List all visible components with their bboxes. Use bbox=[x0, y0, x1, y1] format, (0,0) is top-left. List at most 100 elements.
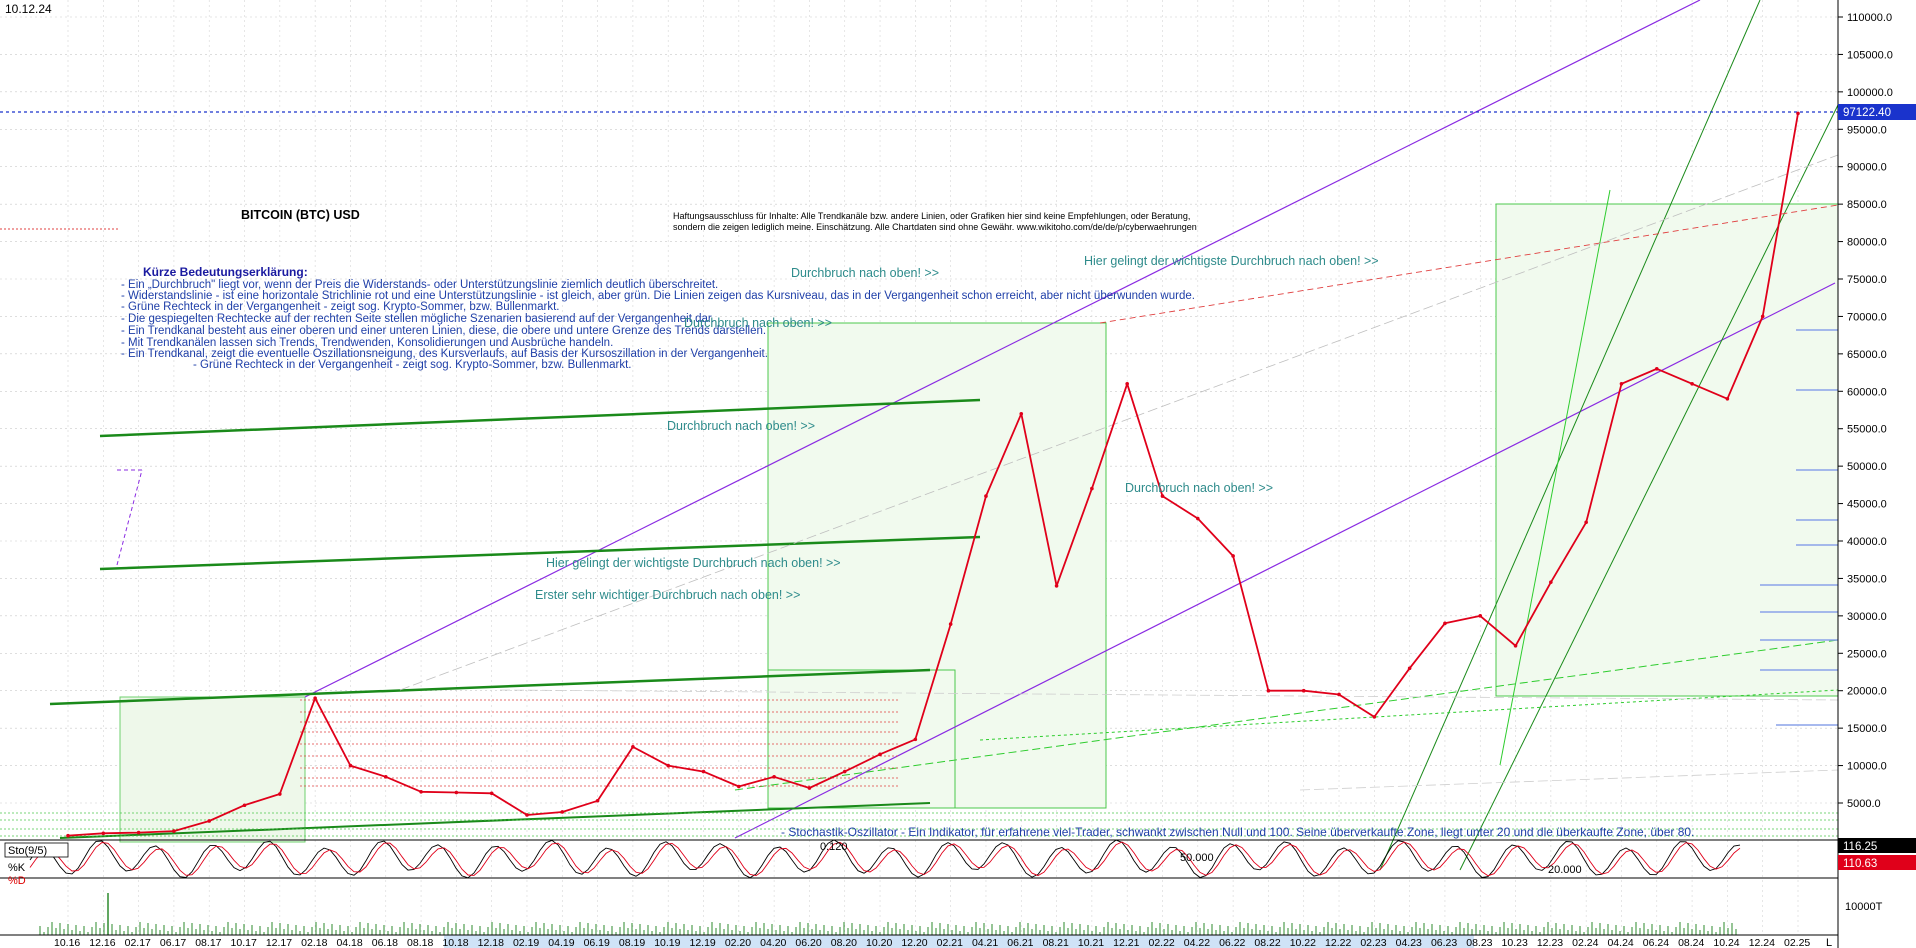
price-point bbox=[207, 819, 212, 823]
y-tick-label: 100000.0 bbox=[1847, 87, 1893, 99]
end-label: L bbox=[1826, 937, 1832, 948]
indicator-label-box bbox=[4, 842, 69, 858]
x-tick-label: 12.23 bbox=[1537, 937, 1563, 948]
breakout-annotation: Durchbruch nach oben! >> bbox=[1125, 481, 1273, 495]
price-point bbox=[242, 803, 247, 808]
legend-line: - Mit Trendkanälen lassen sich Trends, T… bbox=[121, 337, 613, 349]
x-tick-label: 06.21 bbox=[1007, 937, 1033, 948]
price-line bbox=[67, 113, 1799, 837]
x-tick-label: 10.23 bbox=[1502, 937, 1528, 948]
x-tick-label: 06.23 bbox=[1431, 937, 1457, 948]
price-point bbox=[1690, 382, 1694, 386]
price-point bbox=[1125, 382, 1129, 386]
x-tick-label: 04.22 bbox=[1184, 937, 1210, 948]
sto-inline-label: 20.000 bbox=[1548, 864, 1582, 876]
legend-heading: Kürze Bedeutungserklärung: bbox=[143, 265, 308, 279]
x-tick-label: 12.22 bbox=[1325, 937, 1351, 948]
x-tick-label: 10.19 bbox=[654, 937, 680, 948]
sto-marker: 110.63 bbox=[1843, 858, 1877, 870]
x-tick-label: 04.24 bbox=[1607, 937, 1633, 948]
x-tick-label: 04.20 bbox=[760, 937, 786, 948]
price-marker-box bbox=[1838, 104, 1916, 120]
x-tick-label: 02.19 bbox=[513, 937, 539, 948]
price-point bbox=[525, 813, 529, 817]
trend-channel-green bbox=[1379, 0, 1761, 871]
y-tick-label: 95000.0 bbox=[1847, 124, 1887, 136]
x-tick-label: 12.16 bbox=[89, 937, 115, 948]
trend-channel-lower bbox=[734, 282, 1836, 839]
trend-channel-green bbox=[1499, 189, 1611, 766]
x-tick-label: 06.22 bbox=[1219, 937, 1245, 948]
trend-line-dashed bbox=[734, 639, 1839, 791]
price-point bbox=[1337, 692, 1341, 697]
x-tick-label: 06.17 bbox=[160, 937, 186, 948]
price-point bbox=[1584, 520, 1588, 525]
breakout-annotation: Hier gelingt der wichtigste Durchbruch n… bbox=[1084, 254, 1379, 268]
price-point bbox=[1549, 580, 1553, 584]
price-point bbox=[101, 831, 106, 836]
x-tick-label: 12.17 bbox=[266, 937, 292, 948]
y-tick-label: 40000.0 bbox=[1847, 536, 1887, 548]
y-tick-label: 110000.0 bbox=[1847, 12, 1892, 24]
k-label: %K bbox=[8, 862, 26, 874]
sto-marker: 116.25 bbox=[1843, 841, 1877, 853]
bull-market-rect bbox=[767, 322, 1107, 809]
price-point bbox=[1231, 554, 1235, 558]
price-point bbox=[454, 790, 459, 795]
price-point bbox=[1478, 614, 1483, 618]
x-tick-label: 08.22 bbox=[1254, 937, 1280, 948]
volume-label: 10000T bbox=[1845, 901, 1883, 913]
y-tick-label: 30000.0 bbox=[1847, 611, 1887, 623]
price-point bbox=[948, 622, 953, 626]
date-label: 10.12.24 bbox=[5, 2, 52, 16]
x-tick-label: 02.17 bbox=[125, 937, 151, 948]
chart-title: BITCOIN (BTC) USD bbox=[241, 208, 360, 222]
y-tick-label: 70000.0 bbox=[1847, 311, 1887, 323]
support-line bbox=[59, 802, 931, 839]
price-point bbox=[1796, 111, 1800, 116]
legend-line: - Widerstandslinie - ist eine horizontal… bbox=[121, 290, 1195, 302]
price-point bbox=[1760, 314, 1765, 319]
x-tick-label: 02.24 bbox=[1572, 937, 1598, 948]
price-point bbox=[383, 775, 388, 779]
breakout-annotation: Erster sehr wichtiger Durchbruch nach ob… bbox=[535, 588, 800, 602]
x-tick-label: 08.24 bbox=[1678, 937, 1704, 948]
x-tick-label: 02.18 bbox=[301, 937, 327, 948]
y-tick-label: 55000.0 bbox=[1847, 424, 1887, 436]
y-tick-label: 45000.0 bbox=[1847, 499, 1887, 511]
price-point bbox=[1090, 486, 1094, 491]
x-tick-label: 12.18 bbox=[478, 937, 504, 948]
y-tick-label: 65000.0 bbox=[1847, 349, 1887, 361]
price-point bbox=[701, 769, 706, 774]
x-tick-label: 02.25 bbox=[1784, 937, 1810, 948]
resistance-dashed bbox=[1099, 204, 1839, 324]
support-line bbox=[49, 668, 931, 706]
sto-marker-box bbox=[1838, 838, 1916, 853]
price-point bbox=[878, 752, 882, 757]
x-tick-label: 08.18 bbox=[407, 937, 433, 948]
x-tick-label: 12.24 bbox=[1749, 937, 1775, 948]
x-tick-label: 12.19 bbox=[690, 937, 716, 948]
price-point bbox=[631, 745, 635, 749]
price-point bbox=[172, 829, 176, 833]
x-tick-label: 04.23 bbox=[1396, 937, 1422, 948]
x-tick-label: 02.21 bbox=[937, 937, 963, 948]
legend-line: - Die gespiegelten Rechtecke auf der rec… bbox=[121, 313, 714, 325]
d-label: %D bbox=[8, 875, 26, 887]
y-tick-label: 90000.0 bbox=[1847, 162, 1887, 174]
trend-gray bbox=[399, 154, 1839, 691]
x-tick-label: 02.23 bbox=[1360, 937, 1386, 948]
price-point bbox=[560, 810, 565, 814]
trend-dash bbox=[116, 469, 143, 566]
x-tick-label: 04.19 bbox=[548, 937, 574, 948]
breakout-annotation: Durchbruch nach oben! >> bbox=[791, 266, 939, 280]
x-tick-label: 06.18 bbox=[372, 937, 398, 948]
support-line bbox=[99, 535, 981, 571]
price-point bbox=[1725, 396, 1730, 401]
trend-gray bbox=[499, 689, 1839, 701]
legend-line: - Grüne Rechteck in der Vergangenheit - … bbox=[121, 301, 559, 313]
price-point bbox=[1407, 666, 1412, 671]
price-marker: 97122.40 bbox=[1843, 107, 1891, 119]
y-tick-label: 20000.0 bbox=[1847, 686, 1887, 698]
